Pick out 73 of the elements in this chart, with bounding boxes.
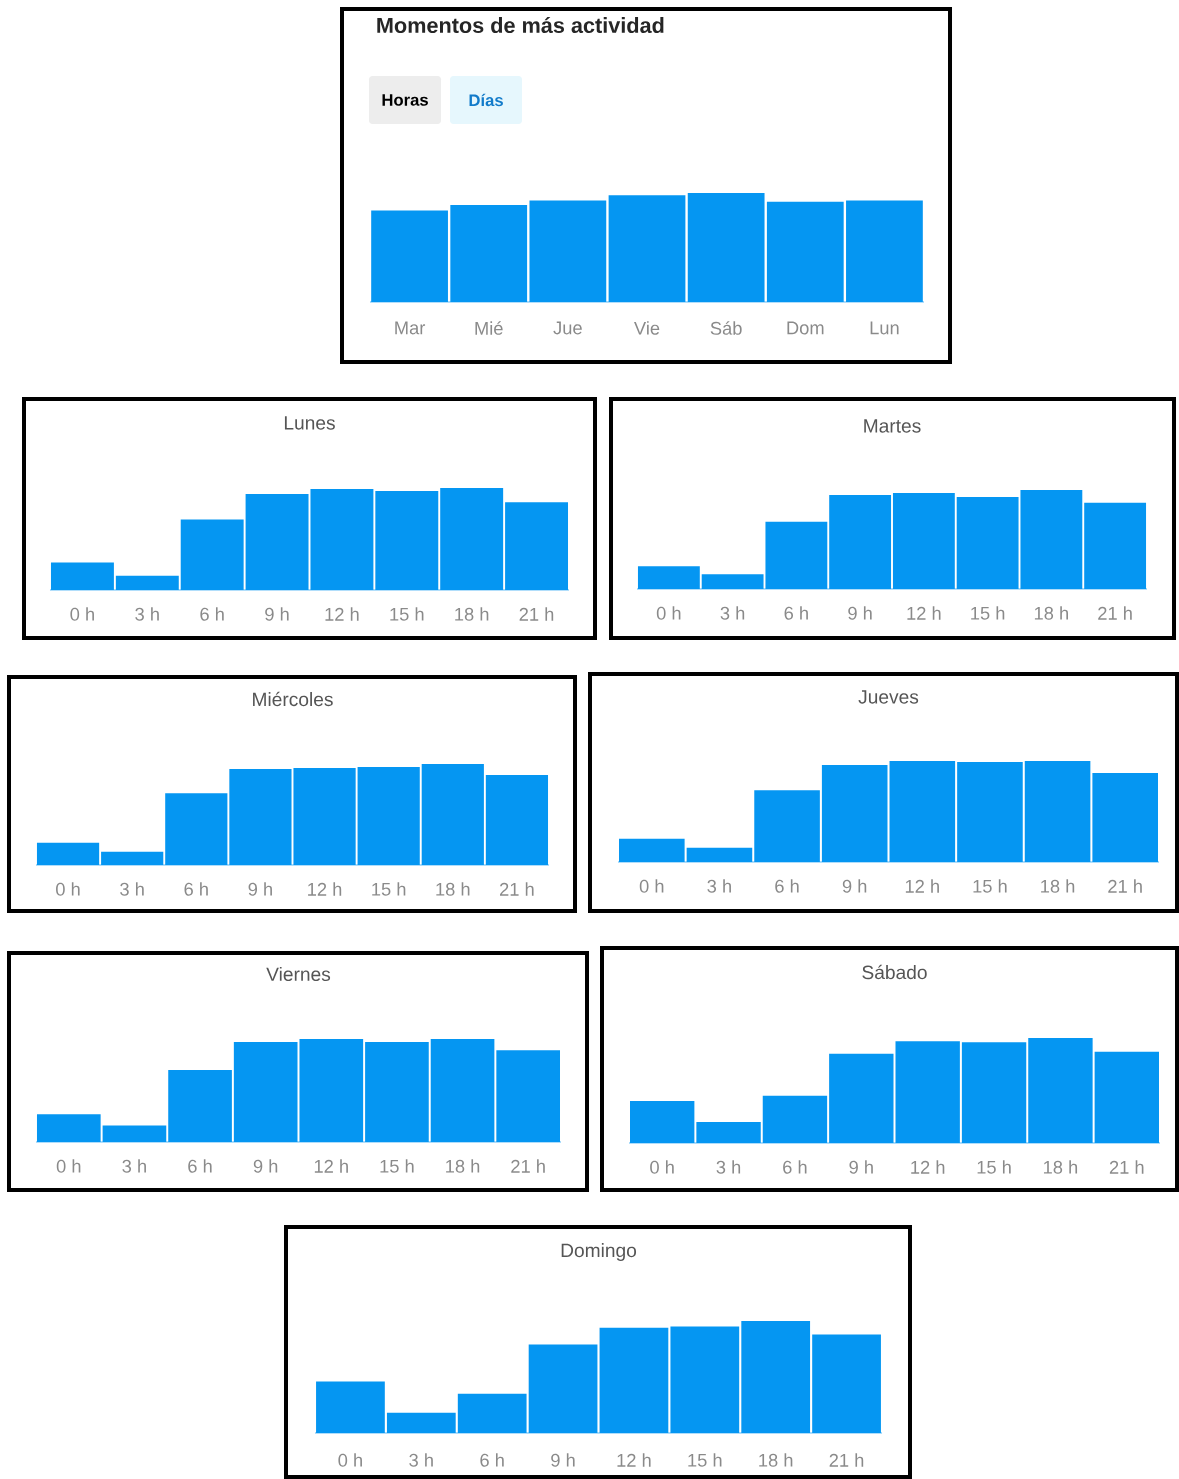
x-tick-label: Lun <box>870 321 899 335</box>
x-tick-label: 15 h <box>380 1159 414 1173</box>
x-tick-label: 9 h <box>248 882 272 896</box>
x-tick-label: 3 h <box>409 1453 433 1467</box>
x-tick-label: 21 h <box>1098 606 1132 620</box>
x-tick-label: 18 h <box>1041 879 1075 893</box>
x-tick-label: 15 h <box>977 1160 1011 1174</box>
x-tick-label: 3 h <box>122 1159 146 1173</box>
x-tick-label: Sáb <box>710 321 742 335</box>
x-tick-label: Mié <box>475 321 503 335</box>
x-tick-label: 15 h <box>688 1453 722 1467</box>
x-tick-label: 3 h <box>707 879 731 893</box>
x-tick-label: Vie <box>634 321 660 335</box>
chart-title: Momentos de más actividad <box>377 16 664 34</box>
text: Horas <box>382 94 428 106</box>
x-tick-label: 9 h <box>551 1453 575 1467</box>
x-tick-label: 15 h <box>372 882 406 896</box>
x-tick-label: 9 h <box>849 1160 873 1174</box>
text: Días <box>469 93 503 107</box>
chart-title: Miércoles <box>253 691 333 707</box>
x-tick-label: 0 h <box>650 1160 674 1174</box>
chart-title: Jueves <box>858 690 919 704</box>
x-tick-label: 12 h <box>617 1453 651 1467</box>
x-tick-label: 15 h <box>973 879 1007 893</box>
x-tick-label: 12 h <box>911 1160 945 1174</box>
x-tick-label: 0 h <box>338 1453 362 1467</box>
x-tick-label: 12 h <box>308 882 342 896</box>
chart-title: Lunes <box>284 416 335 430</box>
x-tick-label: 9 h <box>253 1159 278 1173</box>
x-tick-label: 12 h <box>325 607 359 621</box>
x-tick-label: 6 h <box>784 606 808 620</box>
x-tick-label: 15 h <box>971 606 1005 620</box>
x-tick-label: 21 h <box>519 607 554 621</box>
chart-title: Domingo <box>561 1243 637 1261</box>
x-tick-label: 0 h <box>56 1159 81 1173</box>
x-tick-label: 0 h <box>70 607 94 621</box>
x-tick-label: 18 h <box>759 1453 793 1467</box>
x-tick-label: 21 h <box>1108 879 1142 893</box>
x-tick-label: 18 h <box>436 882 470 896</box>
x-tick-label: 0 h <box>56 882 80 896</box>
x-tick-label: 12 h <box>905 879 939 893</box>
x-tick-label: 18 h <box>446 1159 480 1173</box>
x-tick-label: 0 h <box>639 879 664 893</box>
x-tick-label: 12 h <box>314 1159 348 1173</box>
chart-title: Sábado <box>862 964 927 980</box>
x-tick-label: 3 h <box>135 607 159 621</box>
x-tick-label: 9 h <box>265 607 289 621</box>
x-tick-label: Dom <box>787 321 824 335</box>
chart-title: Martes <box>864 419 921 433</box>
x-tick-label: 18 h <box>1043 1160 1078 1174</box>
x-tick-label: 6 h <box>184 882 208 896</box>
x-tick-label: 6 h <box>188 1159 212 1173</box>
x-tick-label: 6 h <box>200 607 224 621</box>
x-tick-label: 6 h <box>775 879 799 893</box>
x-tick-label: Jue <box>553 321 582 335</box>
x-tick-label: 18 h <box>1034 606 1068 620</box>
x-tick-label: 3 h <box>716 1160 741 1174</box>
x-tick-label: Mar <box>395 321 426 335</box>
x-tick-label: 21 h <box>1109 1160 1144 1174</box>
x-tick-label: 9 h <box>848 606 872 620</box>
x-tick-label: 3 h <box>120 882 144 896</box>
x-tick-label: 6 h <box>480 1453 504 1467</box>
x-tick-label: 18 h <box>455 607 489 621</box>
x-tick-label: 12 h <box>907 606 941 620</box>
x-tick-label: 21 h <box>500 882 534 896</box>
x-tick-label: 6 h <box>783 1160 807 1174</box>
x-tick-label: 0 h <box>656 606 681 620</box>
x-tick-label: 21 h <box>511 1159 545 1173</box>
x-tick-label: 15 h <box>390 607 424 621</box>
x-tick-label: 3 h <box>720 606 745 620</box>
chart-title: Viernes <box>266 966 331 982</box>
x-tick-label: 21 h <box>829 1453 864 1467</box>
x-tick-label: 9 h <box>842 879 867 893</box>
